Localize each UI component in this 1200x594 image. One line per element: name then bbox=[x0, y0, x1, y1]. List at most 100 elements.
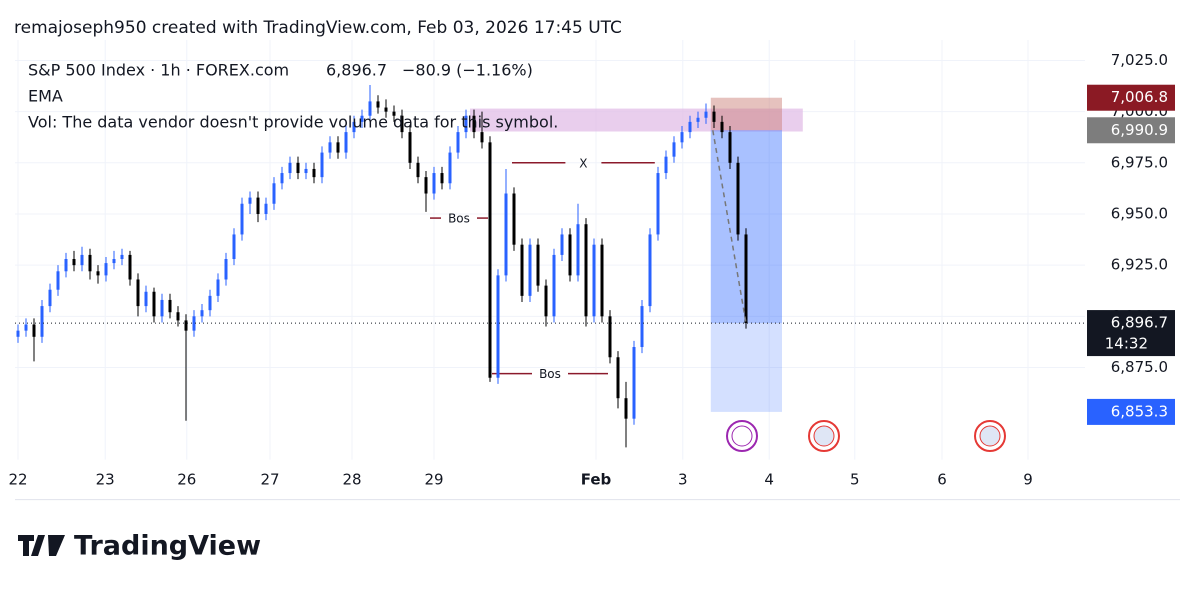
indicator: EMA bbox=[28, 87, 63, 106]
candle-body bbox=[424, 177, 428, 194]
candle-body bbox=[288, 162, 292, 174]
candle-body bbox=[376, 101, 380, 108]
candle-body bbox=[592, 244, 596, 317]
candle-body bbox=[16, 330, 20, 337]
x-tick-label: 22 bbox=[8, 471, 27, 489]
candle-body bbox=[32, 324, 36, 337]
y-tick-label: 6,950.0 bbox=[1111, 204, 1168, 222]
candle-body bbox=[96, 271, 100, 276]
candle-body bbox=[416, 162, 420, 178]
candle-body bbox=[480, 132, 484, 143]
candle-body bbox=[304, 168, 308, 174]
candle-body bbox=[560, 234, 564, 255]
candle-body bbox=[152, 291, 156, 317]
candle-body bbox=[688, 121, 692, 133]
candle-body bbox=[456, 132, 460, 153]
candle-body bbox=[472, 115, 476, 133]
x-tick-label: 27 bbox=[260, 471, 279, 489]
candle-body bbox=[600, 244, 604, 317]
last-price: 6,896.7 bbox=[326, 61, 387, 80]
annotation-label: X bbox=[579, 156, 587, 170]
candle-body bbox=[184, 320, 188, 331]
candle-body bbox=[160, 299, 164, 317]
candle-body bbox=[568, 234, 572, 276]
candle-body bbox=[400, 115, 404, 133]
candle-body bbox=[248, 197, 252, 204]
candle-body bbox=[544, 285, 548, 317]
candle-body bbox=[552, 254, 556, 317]
candle-body bbox=[176, 312, 180, 321]
candle-body bbox=[56, 271, 60, 290]
candle-body bbox=[696, 117, 700, 122]
candle-body bbox=[120, 254, 124, 260]
entry-badge bbox=[1087, 117, 1175, 144]
candle-body bbox=[264, 203, 268, 214]
candle-body bbox=[312, 168, 316, 178]
target-badge bbox=[1087, 398, 1175, 425]
x-tick-label: 23 bbox=[96, 471, 115, 489]
y-tick-label: 7,025.0 bbox=[1111, 51, 1168, 69]
annotation-label: Bos bbox=[448, 212, 470, 226]
logo: TradingView bbox=[18, 531, 261, 562]
candle-body bbox=[352, 121, 356, 133]
candle-body bbox=[744, 234, 748, 324]
footer: TradingView bbox=[74, 531, 261, 562]
x-tick-label: 9 bbox=[1023, 471, 1033, 489]
stop-label: 7,006.8 bbox=[1111, 88, 1168, 106]
candle-body bbox=[464, 115, 468, 133]
candle-body bbox=[720, 121, 724, 133]
last-badge bbox=[1087, 310, 1175, 357]
candle-body bbox=[576, 224, 580, 276]
candle-body bbox=[280, 173, 284, 184]
candle-body bbox=[240, 203, 244, 235]
candle-body bbox=[608, 316, 612, 358]
last-label: 6,896.7 bbox=[1111, 314, 1168, 332]
x-tick-label: 3 bbox=[678, 471, 688, 489]
x-tick-label: Feb bbox=[581, 471, 612, 489]
candle-body bbox=[408, 132, 412, 163]
candle-body bbox=[216, 279, 220, 296]
indicator: Vol: The data vendor doesn't provide vol… bbox=[28, 113, 558, 132]
candle-body bbox=[88, 254, 92, 272]
candle-body bbox=[448, 152, 452, 184]
x-tick-label: 29 bbox=[424, 471, 443, 489]
zone bbox=[470, 108, 803, 132]
candle-body bbox=[512, 193, 516, 245]
candle-body bbox=[112, 259, 116, 264]
candle-body bbox=[232, 234, 236, 260]
candle-body bbox=[336, 142, 340, 153]
candle-body bbox=[736, 162, 740, 235]
candle-body bbox=[728, 132, 732, 163]
candle-body bbox=[584, 224, 588, 317]
symbol: S&P 500 Index · 1h · FOREX.com bbox=[28, 61, 289, 80]
y-tick-label: 6,975.0 bbox=[1111, 153, 1168, 171]
candle-body bbox=[528, 244, 532, 296]
candle-body bbox=[488, 142, 492, 378]
candle-body bbox=[272, 183, 276, 204]
x-tick-label: 4 bbox=[764, 471, 774, 489]
event-icon-inner bbox=[979, 425, 1001, 447]
event-icon-inner bbox=[813, 425, 835, 447]
candle-body bbox=[520, 244, 524, 296]
change: −80.9 (−1.16%) bbox=[402, 61, 533, 80]
candle-body bbox=[632, 347, 636, 419]
event-icon-inner bbox=[731, 425, 753, 447]
x-tick-label: 26 bbox=[177, 471, 196, 489]
candle-body bbox=[128, 254, 132, 280]
candle-body bbox=[144, 291, 148, 307]
candle-body bbox=[664, 156, 668, 174]
candle-body bbox=[168, 299, 172, 313]
candle-body bbox=[712, 111, 716, 122]
candle-body bbox=[640, 306, 644, 348]
candle-body bbox=[392, 111, 396, 116]
candle-body bbox=[328, 142, 332, 153]
candle-body bbox=[368, 101, 372, 116]
candle-body bbox=[680, 132, 684, 143]
candle-body bbox=[80, 254, 84, 266]
candle-body bbox=[256, 197, 260, 214]
y-tick-label: 6,925.0 bbox=[1111, 256, 1168, 274]
candle-body bbox=[536, 244, 540, 286]
countdown: 14:32 bbox=[1105, 335, 1148, 353]
